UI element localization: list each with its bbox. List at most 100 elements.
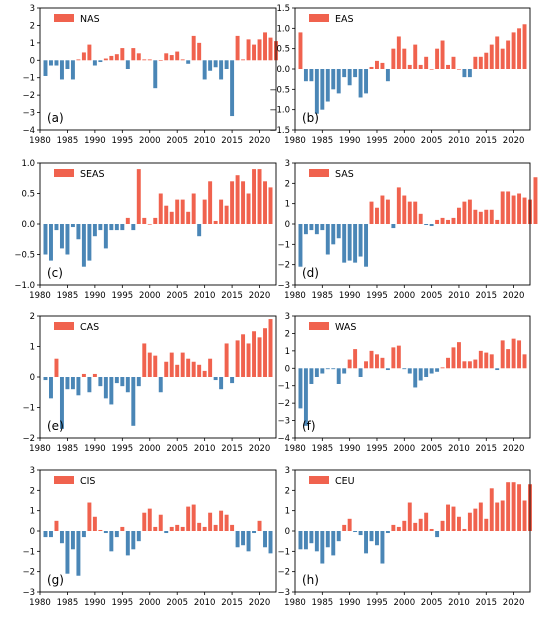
ytick-label-d: 0 — [285, 220, 290, 230]
bar-b-2019 — [506, 40, 511, 69]
ytick-label-h: 3 — [285, 466, 290, 476]
bar-b-2014 — [478, 56, 483, 69]
bar-c-1987 — [76, 224, 81, 240]
ytick-label-h: −2 — [277, 568, 290, 578]
xtick-label-f: 2000 — [393, 444, 415, 454]
bar-g-1985 — [65, 531, 70, 574]
bar-h-2005 — [429, 528, 434, 531]
bar-g-1987 — [76, 531, 81, 576]
bar-c-2002 — [158, 193, 163, 224]
legend-swatch-c — [54, 169, 74, 177]
bar-a-1993 — [109, 55, 114, 61]
ytick-label-e: 1 — [30, 343, 35, 353]
xtick-label-c: 1995 — [112, 291, 134, 301]
bar-h-2014 — [478, 502, 483, 531]
xtick-label-b: 1980 — [284, 136, 306, 146]
bar-a-2014 — [224, 60, 229, 69]
bar-d-2011 — [462, 201, 467, 224]
axes-frame-g — [39, 469, 277, 593]
bar-c-2022 — [268, 187, 273, 224]
ytick-label-d: 2 — [285, 179, 290, 189]
xtick-label-h: 1980 — [284, 598, 306, 608]
bar-a-1986 — [70, 60, 75, 80]
bar-h-1986 — [325, 531, 330, 548]
bar-h-2011 — [462, 528, 467, 531]
xtick-label-f: 1980 — [284, 444, 306, 454]
bar-e-2009 — [197, 364, 202, 377]
ytick-label-c: −1.0 — [14, 281, 35, 291]
axes-frame-a — [39, 7, 277, 131]
ytick-label-b: 1.5 — [276, 4, 290, 14]
xtick-label-h: 1985 — [312, 598, 334, 608]
xtick-label-f: 1990 — [339, 444, 361, 454]
bar-c-2013 — [219, 199, 224, 224]
bar-g-2011 — [208, 512, 213, 531]
xtick-label-d: 2015 — [475, 291, 497, 301]
bar-a-2004 — [169, 55, 174, 61]
bar-h-2003 — [418, 518, 423, 531]
bar-g-2001 — [153, 526, 158, 531]
bar-e-1984 — [59, 377, 64, 429]
xtick-label-g: 1995 — [112, 598, 134, 608]
bar-d-1981 — [298, 224, 303, 267]
xtick-label-c: 2010 — [194, 291, 216, 301]
bar-d-1992 — [358, 224, 363, 257]
xtick-label-b: 2015 — [475, 136, 497, 146]
bar-g-1998 — [136, 531, 141, 542]
bar-b-1986 — [325, 69, 330, 102]
bar-g-1981 — [43, 531, 48, 538]
bar-d-2012 — [467, 199, 472, 224]
bar-c-1992 — [103, 224, 108, 249]
xtick-label-c: 2020 — [249, 291, 271, 301]
bar-c-2003 — [164, 205, 169, 224]
bar-a-2022 — [268, 37, 273, 61]
bar-e-2010 — [202, 370, 207, 377]
xtick-label-g: 2020 — [249, 598, 271, 608]
bar-c-2019 — [252, 169, 257, 224]
bar-g-2020 — [257, 520, 262, 531]
bar-h-2015 — [484, 518, 489, 531]
bar-f-1981 — [298, 368, 303, 409]
bar-e-2019 — [252, 331, 257, 377]
ytick-label-e: −2 — [22, 434, 35, 444]
xtick-label-e: 1990 — [84, 444, 106, 454]
bar-a-1989 — [87, 44, 92, 61]
bar-g-2013 — [219, 510, 224, 531]
bar-d-1993 — [364, 224, 369, 267]
ytick-label-g: 2 — [30, 486, 35, 496]
bar-b-2005 — [429, 69, 434, 70]
bar-b-2002 — [413, 44, 418, 69]
xtick-label-g: 1985 — [57, 598, 79, 608]
bar-e-1983 — [54, 358, 59, 377]
bar-f-1993 — [364, 361, 369, 369]
bar-a-1999 — [142, 59, 147, 61]
bar-a-2019 — [252, 44, 257, 61]
bar-f-1985 — [320, 368, 325, 374]
bar-b-2011 — [462, 69, 467, 78]
bar-e-2008 — [191, 361, 196, 377]
bar-d-1982 — [303, 224, 308, 235]
bar-c-2001 — [153, 217, 158, 224]
bar-h-2018 — [500, 500, 505, 531]
bar-e-1997 — [131, 377, 136, 426]
bar-f-1994 — [369, 350, 374, 369]
bar-b-1982 — [303, 69, 308, 82]
bar-a-2016 — [235, 35, 240, 61]
ytick-label-f: −3 — [277, 417, 290, 427]
bar-c-2004 — [169, 211, 174, 224]
bar-d-2017 — [495, 219, 500, 224]
bar-e-2002 — [158, 377, 163, 393]
bar-c-2008 — [191, 193, 196, 224]
bar-g-2018 — [246, 531, 251, 552]
bar-b-1998 — [391, 48, 396, 69]
bar-a-1990 — [92, 60, 97, 66]
bar-b-2006 — [435, 48, 440, 69]
bar-f-1998 — [391, 347, 396, 369]
bar-d-1998 — [391, 224, 396, 229]
xtick-label-g: 1990 — [84, 598, 106, 608]
axes-frame-e — [39, 315, 277, 439]
ytick-label-b: 0.5 — [276, 45, 290, 55]
